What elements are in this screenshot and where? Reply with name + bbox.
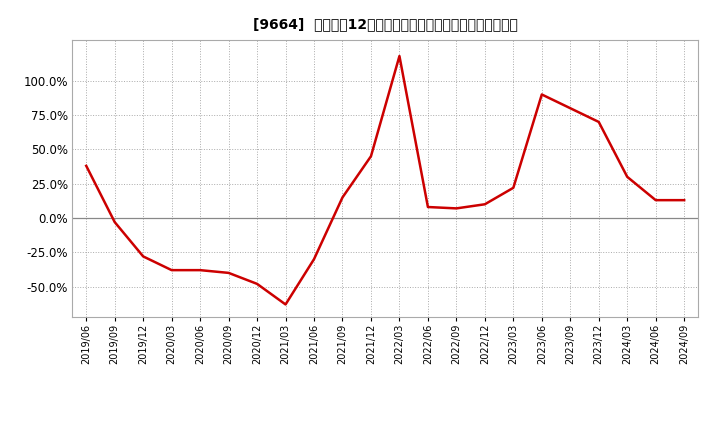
Title: [9664]  売上高の12か月移動合計の対前年同期増減率の推移: [9664] 売上高の12か月移動合計の対前年同期増減率の推移 [253,18,518,32]
